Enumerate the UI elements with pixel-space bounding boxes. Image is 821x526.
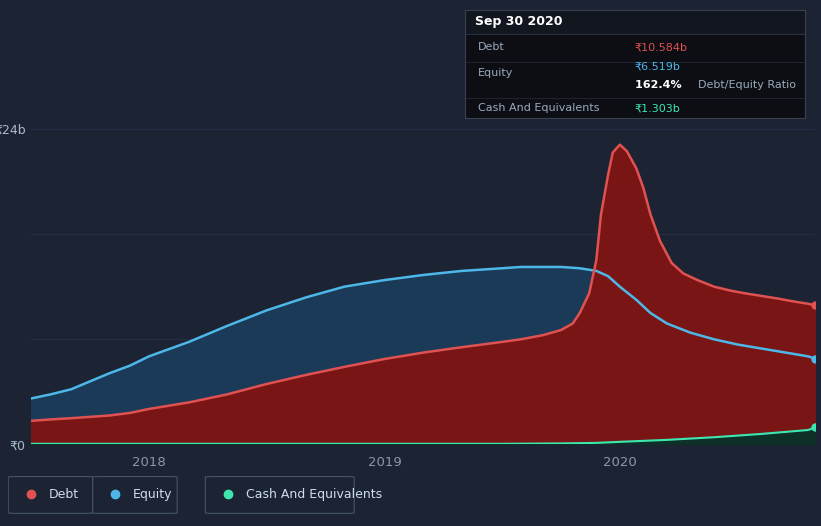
- Text: ₹6.519b: ₹6.519b: [635, 61, 681, 71]
- Text: Sep 30 2020: Sep 30 2020: [475, 15, 562, 28]
- Text: Debt: Debt: [48, 488, 79, 501]
- Text: Cash And Equivalents: Cash And Equivalents: [479, 103, 600, 113]
- Text: 162.4%: 162.4%: [635, 80, 689, 90]
- FancyBboxPatch shape: [93, 477, 177, 513]
- FancyBboxPatch shape: [205, 477, 354, 513]
- Text: Equity: Equity: [479, 67, 514, 77]
- Text: ₹1.303b: ₹1.303b: [635, 103, 681, 113]
- FancyBboxPatch shape: [8, 477, 93, 513]
- Text: Debt: Debt: [479, 42, 505, 52]
- Text: Equity: Equity: [133, 488, 172, 501]
- Text: ₹10.584b: ₹10.584b: [635, 42, 688, 52]
- Text: Debt/Equity Ratio: Debt/Equity Ratio: [698, 80, 796, 90]
- Text: Cash And Equivalents: Cash And Equivalents: [245, 488, 382, 501]
- Bar: [465, 10, 805, 34]
